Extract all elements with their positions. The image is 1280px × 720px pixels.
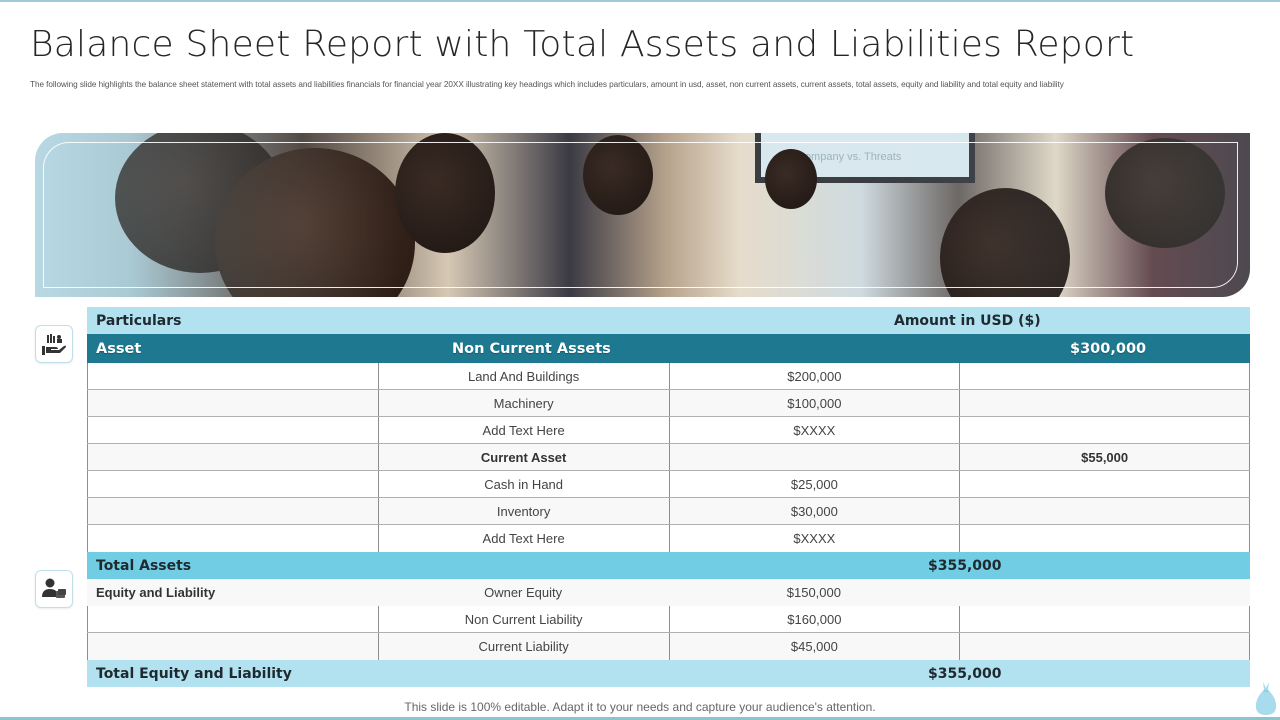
person-silhouette (395, 133, 495, 253)
subtotal-cell (959, 579, 1250, 606)
subtotal-cell (959, 471, 1250, 497)
balance-sheet-table: Particulars Amount in USD ($) Asset Non … (87, 307, 1250, 687)
table-row: Cash in Hand $25,000 (87, 471, 1250, 498)
table-row: Current Asset $55,000 (87, 444, 1250, 471)
equity-icon-box (35, 570, 73, 608)
particulars-cell (87, 525, 378, 552)
subtotal-cell (959, 498, 1250, 524)
meeting-photo-banner: Company vs. Threats (35, 133, 1250, 297)
subtotal-cell (959, 633, 1250, 660)
person-silhouette (583, 135, 653, 215)
total-assets-value: $355,000 (928, 557, 1002, 574)
item-cell: Cash in Hand (377, 471, 669, 497)
non-current-assets-label: Non Current Assets (452, 340, 611, 357)
equity-liability-label: Equity and Liability (96, 585, 216, 600)
item-cell: Non Current Liability (377, 606, 669, 632)
photo-tint-overlay (35, 133, 1250, 297)
footer-note: This slide is 100% editable. Adapt it to… (404, 700, 876, 714)
bottom-accent-rule (0, 717, 1280, 720)
amount-cell: $150,000 (786, 585, 841, 600)
total-assets-label: Total Assets (96, 557, 192, 574)
total-equity-liability-row: Total Equity and Liability $355,000 (87, 660, 1250, 687)
non-current-assets-total: $300,000 (1070, 340, 1147, 357)
current-asset-total: $55,000 (959, 444, 1250, 470)
particulars-cell (87, 363, 378, 389)
table-header-row: Particulars Amount in USD ($) (87, 307, 1250, 334)
particulars-cell (87, 417, 378, 443)
person-silhouette (765, 149, 817, 209)
person-silhouette (1105, 138, 1225, 248)
asset-icon-box (35, 325, 73, 363)
particulars-cell (87, 471, 378, 497)
total-equity-liability-value: $355,000 (928, 665, 1002, 682)
amount-cell: $45,000 (668, 633, 960, 660)
header-particulars: Particulars (96, 312, 182, 329)
asset-label: Asset (96, 340, 142, 357)
subtotal-cell (959, 525, 1250, 552)
particulars-cell (87, 606, 378, 632)
table-row: Current Liability $45,000 (87, 633, 1250, 660)
amount-cell: $100,000 (668, 390, 960, 416)
particulars-cell (87, 444, 378, 470)
businessman-money-icon (42, 578, 66, 598)
slide-subtitle: The following slide highlights the balan… (30, 80, 1064, 89)
total-equity-liability-label: Total Equity and Liability (96, 665, 292, 682)
item-cell: Add Text Here (377, 525, 669, 552)
item-cell: Add Text Here (377, 417, 669, 443)
photo-frame-outline (43, 142, 1238, 288)
total-assets-row: Total Assets $355,000 (87, 552, 1250, 579)
current-asset-label: Current Asset (377, 444, 669, 470)
particulars-cell (87, 390, 378, 416)
item-cell: Current Liability (377, 633, 669, 660)
person-silhouette (940, 188, 1070, 297)
item-cell: Inventory (377, 498, 669, 524)
table-row: Machinery $100,000 (87, 390, 1250, 417)
person-silhouette (215, 148, 415, 297)
subtotal-cell (959, 363, 1250, 389)
amount-cell: $XXXX (668, 417, 960, 443)
amount-cell: $XXXX (668, 525, 960, 552)
item-cell: Owner Equity (484, 585, 563, 600)
table-row: Land And Buildings $200,000 (87, 363, 1250, 390)
screen-text: Company vs. Threats (797, 151, 901, 163)
asset-section-row: Asset Non Current Assets $300,000 (87, 334, 1250, 363)
subtotal-cell (959, 606, 1250, 632)
amount-cell (668, 444, 960, 470)
money-bag-icon (1255, 682, 1277, 715)
table-row: Add Text Here $XXXX (87, 417, 1250, 444)
subtotal-cell (959, 390, 1250, 416)
amount-cell: $160,000 (668, 606, 960, 632)
equity-row: Equity and Liability Owner Equity $150,0… (87, 579, 1250, 606)
top-accent-rule (0, 0, 1280, 2)
amount-cell: $200,000 (668, 363, 960, 389)
item-cell: Machinery (377, 390, 669, 416)
hand-holding-buildings-icon (42, 334, 66, 355)
amount-cell: $25,000 (668, 471, 960, 497)
subtotal-cell (959, 417, 1250, 443)
item-cell: Land And Buildings (377, 363, 669, 389)
table-row: Add Text Here $XXXX (87, 525, 1250, 552)
table-row: Non Current Liability $160,000 (87, 606, 1250, 633)
table-row: Inventory $30,000 (87, 498, 1250, 525)
slide-title: Balance Sheet Report with Total Assets a… (30, 24, 1135, 65)
amount-cell: $30,000 (668, 498, 960, 524)
particulars-cell (87, 633, 378, 660)
particulars-cell (87, 498, 378, 524)
header-amount: Amount in USD ($) (894, 312, 1041, 329)
